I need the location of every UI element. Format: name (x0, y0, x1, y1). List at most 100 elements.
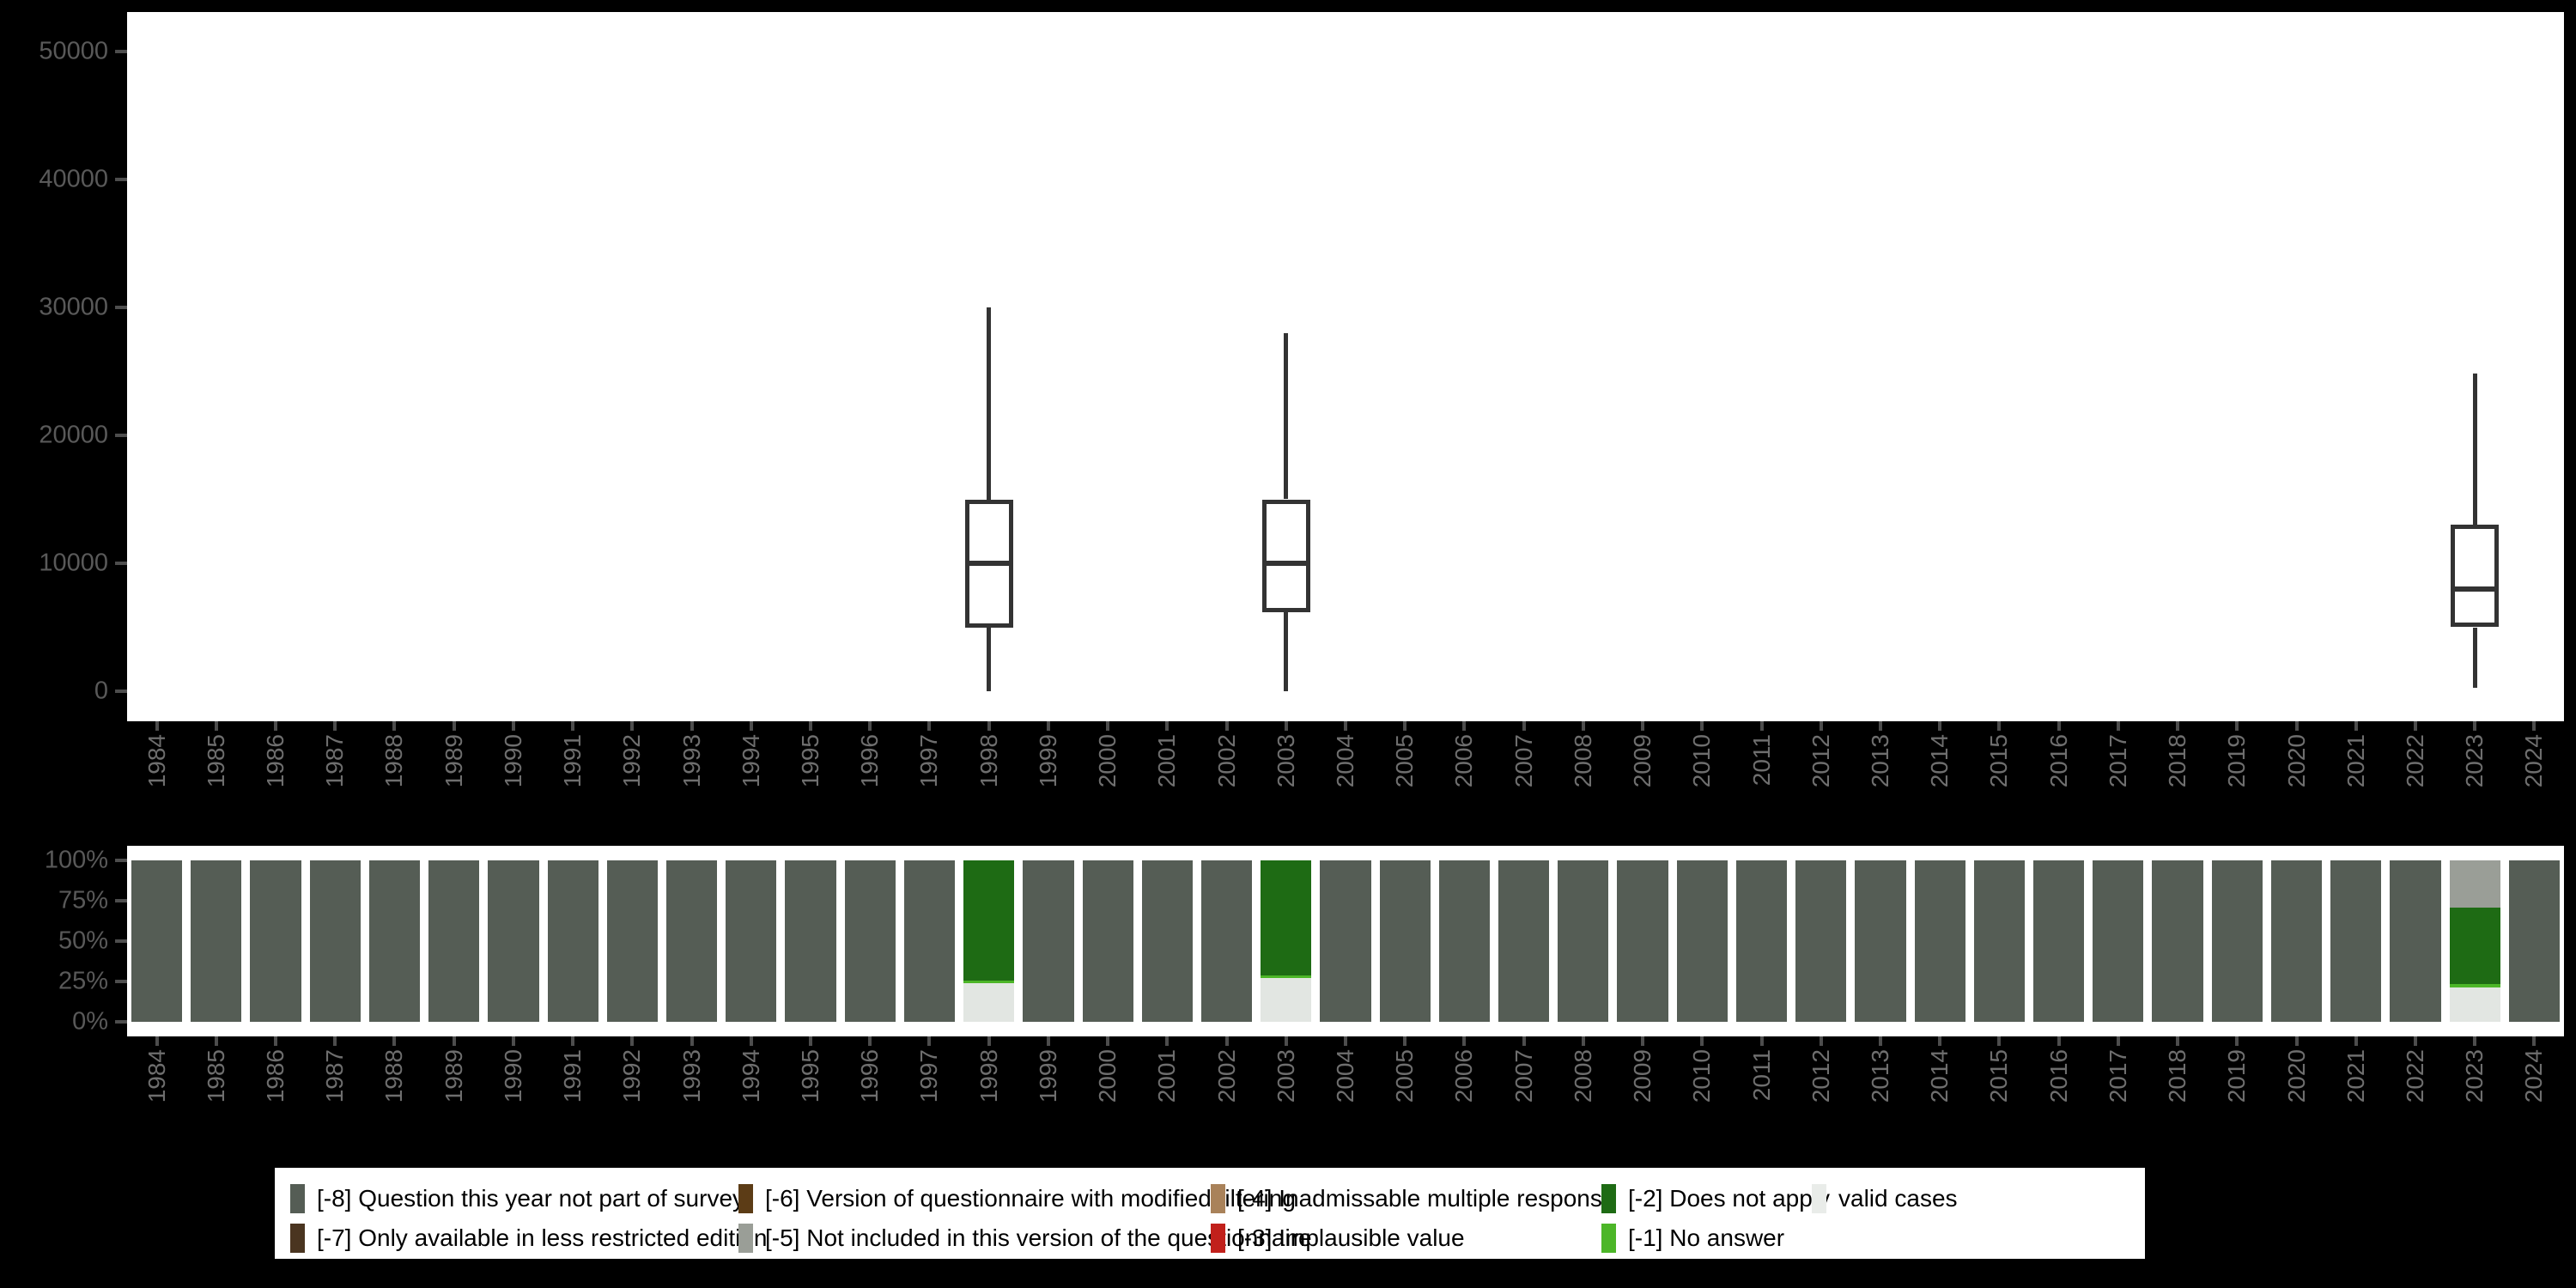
barchart-x-tick-label: 1997 (915, 1049, 943, 1103)
boxplot-y-tick-label: 40000 (39, 165, 108, 193)
boxplot-x-tick-label: 1999 (1034, 734, 1061, 788)
bar-column-2024[interactable] (2508, 860, 2560, 1022)
legend: [-8] Question this year not part of surv… (275, 1168, 2145, 1259)
bar-segment (250, 860, 301, 1022)
bar-column-2018[interactable] (2152, 860, 2203, 1022)
barchart-x-tick-label: 2009 (1629, 1049, 1656, 1103)
bar-column-2005[interactable] (1379, 860, 1431, 1022)
bar-column-2006[interactable] (1438, 860, 1491, 1022)
bar-column-2022[interactable] (2390, 860, 2441, 1022)
bar-segment (488, 860, 539, 1022)
bar-segment (963, 982, 1015, 1022)
barchart-x-tick-label: 1987 (321, 1049, 349, 1103)
bar-column-1999[interactable] (1023, 860, 1074, 1022)
boxplot-y-tick-label: 0 (94, 677, 108, 705)
barchart-x-tick-label: 1995 (797, 1049, 824, 1103)
bar-column-2011[interactable] (1735, 860, 1788, 1022)
boxplot-box-2003 (127, 12, 2564, 721)
bar-column-2013[interactable] (1855, 860, 1906, 1022)
bar-column-1998[interactable] (963, 860, 1015, 1022)
barchart-x-tickmark (1106, 1036, 1110, 1046)
bar-column-1997[interactable] (903, 860, 956, 1022)
bar-column-1984[interactable] (131, 860, 183, 1022)
bar-segment (844, 860, 896, 1022)
legend-label: [-8] Question this year not part of surv… (317, 1185, 745, 1212)
legend-item[interactable]: [-3] Implausible value (1211, 1221, 1465, 1255)
bar-column-2007[interactable] (1498, 860, 1550, 1022)
bar-column-1987[interactable] (309, 860, 361, 1022)
bar-column-2004[interactable] (1320, 860, 1371, 1022)
bar-column-2019[interactable] (2211, 860, 2263, 1022)
boxplot-x-tickmark (1046, 721, 1050, 731)
barchart-x-tick-label: 2011 (1747, 1049, 1775, 1102)
bar-column-2017[interactable] (2093, 860, 2144, 1022)
barchart-y-tickmark (115, 980, 127, 983)
bar-column-1996[interactable] (844, 860, 896, 1022)
boxplot-x-tick-label: 1991 (559, 734, 586, 788)
bar-column-1995[interactable] (785, 860, 836, 1022)
boxplot-y-tickmark (115, 306, 127, 309)
barchart-panel (127, 846, 2564, 1036)
bar-column-1988[interactable] (368, 860, 421, 1022)
barchart-x-tick-label: 1989 (440, 1049, 467, 1103)
boxplot-x-tickmark (2235, 721, 2239, 731)
bar-column-1985[interactable] (191, 860, 242, 1022)
bar-segment (2449, 860, 2500, 908)
bar-column-2020[interactable] (2270, 860, 2323, 1022)
legend-item[interactable]: [-1] No answer (1601, 1221, 1784, 1255)
legend-item[interactable]: [-2] Does not apply (1601, 1182, 1830, 1216)
barchart-x-tickmark (1700, 1036, 1704, 1046)
bar-column-1993[interactable] (665, 860, 718, 1022)
barchart-x-tick-label: 1988 (380, 1049, 408, 1103)
boxplot-x-tickmark (274, 721, 278, 731)
bar-column-2000[interactable] (1082, 860, 1133, 1022)
bar-column-1990[interactable] (488, 860, 539, 1022)
box-median-line (964, 561, 1013, 566)
legend-label: [-1] No answer (1628, 1224, 1785, 1251)
barchart-x-tick-label: 1991 (559, 1049, 586, 1103)
legend-item[interactable]: valid cases (1812, 1182, 1958, 1216)
bar-column-2012[interactable] (1795, 860, 1847, 1022)
boxplot-x-tick-label: 2022 (2401, 734, 2428, 788)
bar-column-2016[interactable] (2033, 860, 2085, 1022)
whisker-lower (2472, 627, 2477, 688)
bar-segment (309, 860, 361, 1022)
legend-item[interactable]: [-8] Question this year not part of surv… (290, 1182, 744, 1216)
bar-column-2003[interactable] (1261, 860, 1312, 1022)
bar-column-2023[interactable] (2449, 860, 2500, 1022)
boxplot-x-tick-label: 2014 (1926, 734, 1953, 788)
legend-item[interactable]: [-7] Only available in less restricted e… (290, 1221, 767, 1255)
barchart-x-tick-label: 1998 (975, 1049, 1002, 1103)
barchart-x-tick-label: 1994 (737, 1049, 764, 1103)
boxplot-x-tickmark (2116, 721, 2120, 731)
barchart-x-tickmark (1403, 1036, 1407, 1046)
bar-column-2002[interactable] (1200, 860, 1253, 1022)
legend-label: valid cases (1838, 1185, 1958, 1212)
legend-item[interactable]: [-4] Inadmissable multiple response (1211, 1182, 1615, 1216)
legend-item[interactable]: [-6] Version of questionnaire with modif… (738, 1182, 1296, 1216)
bar-column-1991[interactable] (547, 860, 598, 1022)
bar-column-2014[interactable] (1914, 860, 1965, 1022)
bar-segment (963, 860, 1015, 981)
bar-column-1989[interactable] (428, 860, 480, 1022)
bar-column-2010[interactable] (1676, 860, 1728, 1022)
boxplot-x-tickmark (809, 721, 813, 731)
bar-segment (1676, 860, 1728, 1022)
bar-column-2015[interactable] (1973, 860, 2026, 1022)
bar-column-2001[interactable] (1141, 860, 1193, 1022)
bar-column-1994[interactable] (726, 860, 777, 1022)
boxplot-x-tick-label: 2004 (1332, 734, 1358, 788)
boxplot-x-tick-label: 1998 (975, 734, 1002, 788)
bar-segment (368, 860, 421, 1022)
barchart-x-tick-label: 2013 (1866, 1049, 1893, 1103)
whisker-upper (1284, 332, 1289, 500)
bar-column-2021[interactable] (2330, 860, 2382, 1022)
bar-segment (1141, 860, 1193, 1022)
bar-column-2008[interactable] (1558, 860, 1609, 1022)
bar-segment (2508, 860, 2560, 1022)
bar-column-1992[interactable] (606, 860, 658, 1022)
bar-column-2009[interactable] (1617, 860, 1668, 1022)
bar-segment (131, 860, 183, 1022)
bar-column-1986[interactable] (250, 860, 301, 1022)
boxplot-x-tick-label: 1988 (380, 734, 408, 788)
